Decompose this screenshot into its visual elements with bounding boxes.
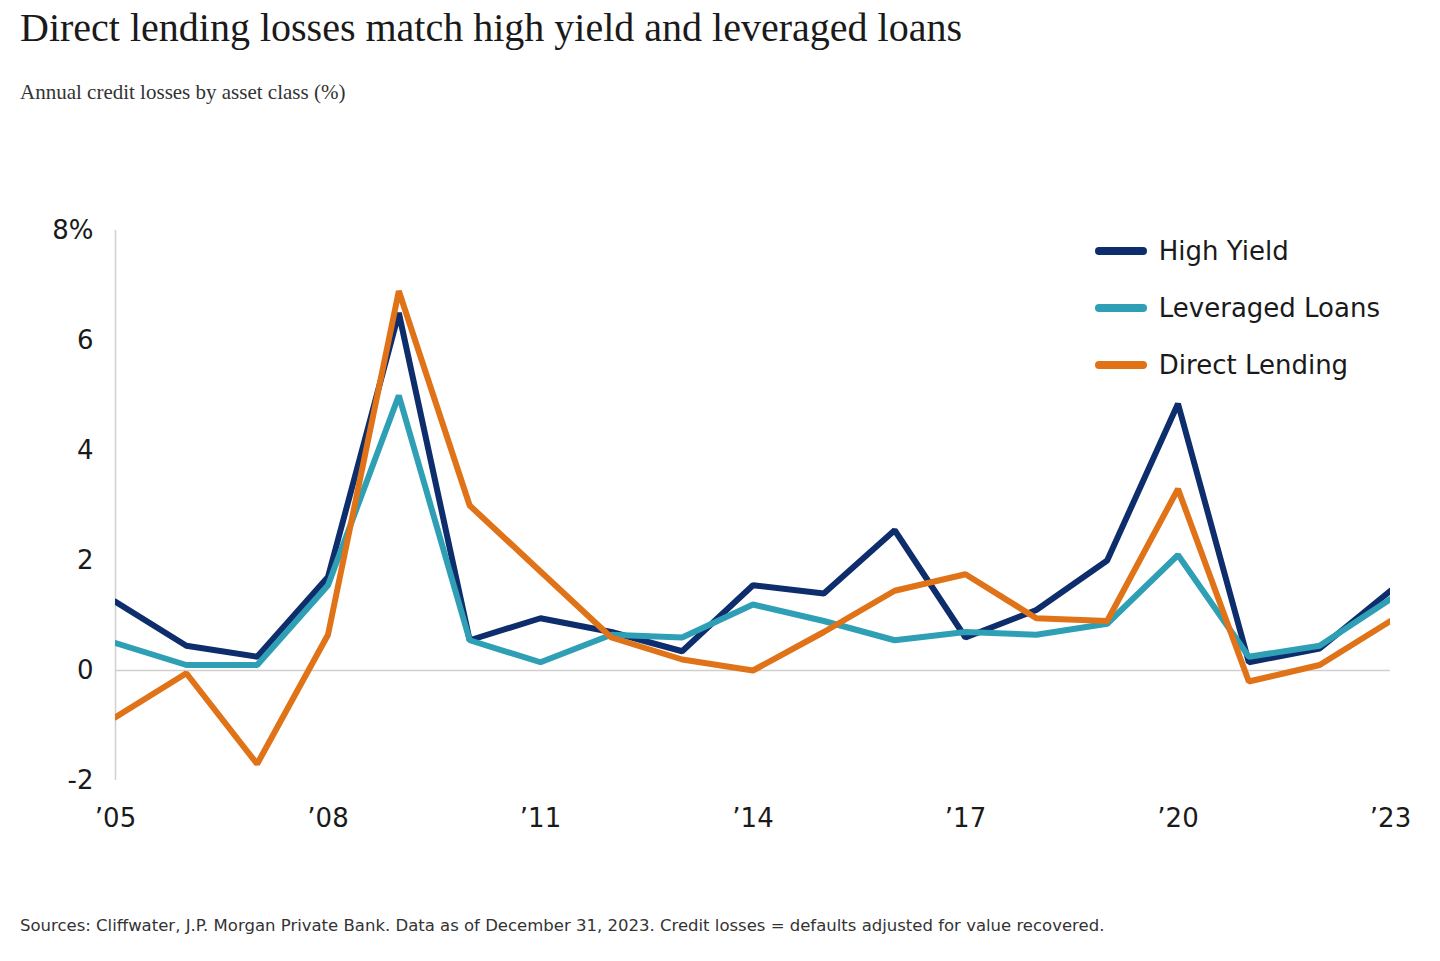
svg-text:2: 2 <box>77 545 94 575</box>
svg-text:’20: ’20 <box>1157 803 1198 833</box>
svg-text:8%: 8% <box>52 215 93 245</box>
svg-text:-2: -2 <box>68 765 94 795</box>
svg-text:’05: ’05 <box>95 803 136 833</box>
html-text:Annual credit losses by asset: Annual credit losses by asset class (%) <box>20 80 346 104</box>
svg-text:’11: ’11 <box>520 803 561 833</box>
svg-text:’17: ’17 <box>945 803 986 833</box>
svg-text:’23: ’23 <box>1370 803 1411 833</box>
html-text:Leveraged Loans: Leveraged Loans <box>1158 292 1380 323</box>
svg-text:’14: ’14 <box>732 803 773 833</box>
html-text:Direct Lending: Direct Lending <box>1158 349 1349 380</box>
html-text:High Yield: High Yield <box>1158 235 1289 266</box>
html-text:Sources: Cliffwater, J.P. Morg: Sources: Cliffwater, J.P. Morgan Private… <box>20 916 1105 935</box>
svg-text:0: 0 <box>77 655 94 685</box>
svg-text:4: 4 <box>77 435 94 465</box>
svg-text:6: 6 <box>77 325 94 355</box>
svg-text:’08: ’08 <box>307 803 348 833</box>
html-text:Direct lending losses match hi: Direct lending losses match high yield a… <box>20 5 962 50</box>
